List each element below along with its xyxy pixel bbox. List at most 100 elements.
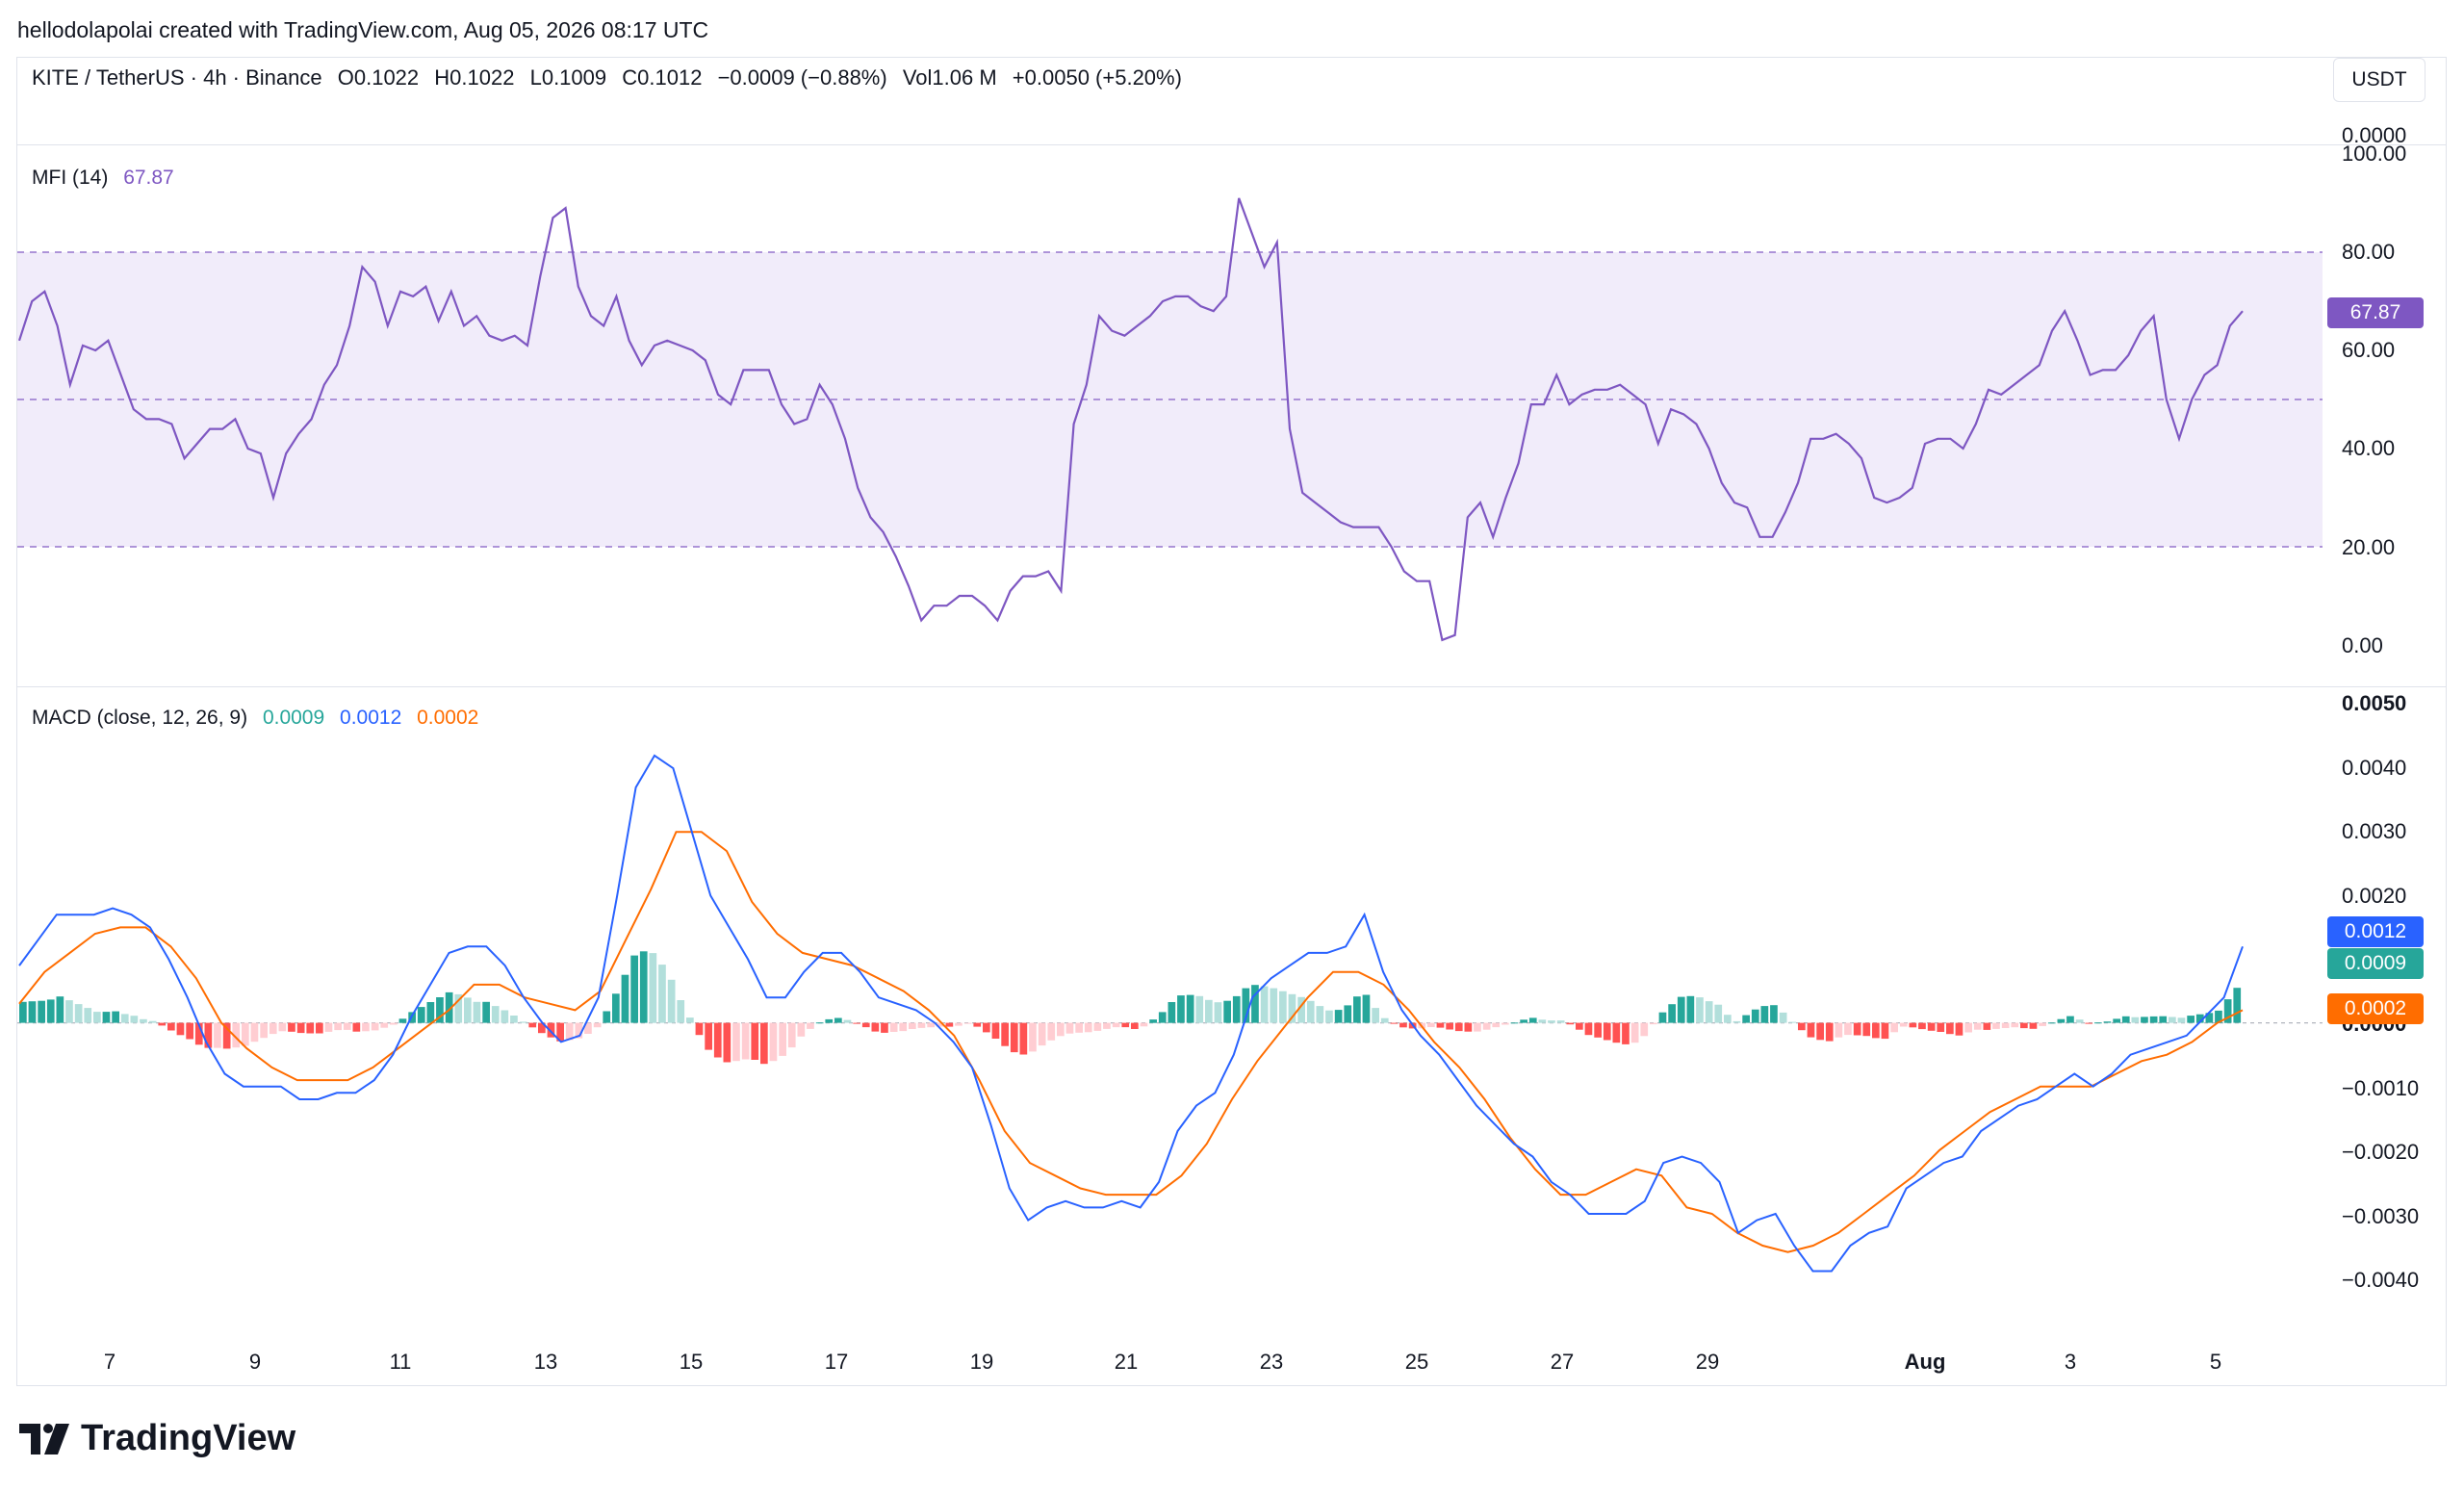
macd-hist-bar bbox=[1696, 997, 1704, 1023]
macd-hist-bar bbox=[390, 1022, 398, 1025]
macd-hist-bar bbox=[1168, 1002, 1176, 1023]
macd-hist-bar bbox=[1057, 1022, 1065, 1037]
mfi-axis-60: 60.00 bbox=[2342, 338, 2396, 362]
mfi-legend[interactable]: MFI (14) 67.87 bbox=[32, 167, 184, 190]
macd-hist-bar bbox=[519, 1021, 527, 1023]
macd-hist-bar bbox=[825, 1018, 834, 1023]
macd-hist-bar bbox=[1538, 1019, 1547, 1023]
pane-divider-macd[interactable] bbox=[17, 686, 2446, 687]
macd-hist-bar bbox=[250, 1022, 259, 1043]
mfi-value-tag: 67.87 bbox=[2327, 297, 2424, 328]
macd-hist-bar bbox=[343, 1022, 351, 1030]
macd-axis-m0010: −0.0010 bbox=[2342, 1076, 2420, 1100]
macd-hist-bar bbox=[2121, 1016, 2130, 1023]
macd-hist-bar bbox=[1890, 1022, 1898, 1033]
macd-axis-0040: 0.0040 bbox=[2342, 756, 2407, 780]
macd-hist-bar bbox=[1594, 1022, 1602, 1038]
macd-hist-bar bbox=[658, 965, 666, 1023]
macd-hist-bar bbox=[917, 1022, 926, 1028]
macd-hist-bar bbox=[695, 1022, 704, 1036]
macd-hist-bar bbox=[927, 1022, 935, 1028]
macd-hist-bar bbox=[1131, 1022, 1139, 1029]
date-label-27: 27 bbox=[1550, 1350, 1575, 1374]
macd-hist-bar bbox=[705, 1022, 712, 1050]
open-value: O0.1022 bbox=[337, 65, 420, 90]
macd-hist-bar bbox=[603, 1011, 611, 1023]
macd-hist-bar bbox=[102, 1012, 111, 1023]
macd-hist-bar bbox=[732, 1022, 740, 1062]
macd-hist-bar bbox=[2113, 1018, 2120, 1023]
macd-hist-bar bbox=[1464, 1022, 1473, 1032]
macd-hist-bar bbox=[1103, 1022, 1111, 1029]
macd-hist-bar bbox=[46, 999, 55, 1023]
macd-hist-bar bbox=[1899, 1022, 1908, 1027]
macd-hist-bar bbox=[649, 953, 657, 1023]
macd-hist-bar bbox=[1724, 1015, 1732, 1023]
macd-hist-bar bbox=[167, 1022, 175, 1031]
macd-axis-m0040: −0.0040 bbox=[2342, 1268, 2420, 1292]
symbol-title[interactable]: KITE / TetherUS · 4h · Binance bbox=[32, 65, 322, 90]
date-label-3: 3 bbox=[2064, 1350, 2077, 1374]
macd-hist-bar bbox=[2141, 1017, 2148, 1023]
macd-hist-bar bbox=[306, 1022, 315, 1034]
macd-hist-bar bbox=[1705, 1001, 1713, 1023]
macd-hist-bar bbox=[1668, 1004, 1676, 1023]
macd-hist-bar bbox=[1001, 1022, 1009, 1046]
macd-hist-bar bbox=[1047, 1022, 1056, 1041]
macd-hist-bar bbox=[1742, 1015, 1750, 1023]
macd-hist-bar bbox=[1492, 1022, 1501, 1028]
macd-hist-bar bbox=[723, 1022, 732, 1063]
macd-hist-bar bbox=[741, 1022, 750, 1060]
macd-hist-bar bbox=[881, 1022, 888, 1033]
macd-hist-bar bbox=[445, 991, 453, 1023]
macd-legend[interactable]: MACD (close, 12, 26, 9) 0.0009 0.0012 0.… bbox=[32, 707, 488, 730]
macd-hist-bar bbox=[1362, 994, 1371, 1023]
macd-hist-bar bbox=[1927, 1022, 1936, 1031]
macd-hist-bar bbox=[1353, 996, 1361, 1023]
macd-hist-bar bbox=[1502, 1022, 1509, 1025]
macd-hist-bar bbox=[1983, 1022, 1991, 1030]
macd-hist-bar bbox=[991, 1022, 1000, 1039]
pane-divider-mfi[interactable] bbox=[17, 144, 2446, 145]
macd-hist-bar bbox=[362, 1022, 370, 1032]
macd-hist-bar bbox=[807, 1022, 814, 1029]
macd-hist-bar bbox=[1334, 1010, 1343, 1023]
macd-hist-bar bbox=[186, 1022, 193, 1040]
macd-hist-bar bbox=[296, 1022, 305, 1034]
macd-hist-bar bbox=[889, 1022, 898, 1032]
macd-hist-bar bbox=[1779, 1012, 1787, 1023]
macd-hist-bar bbox=[1881, 1022, 1889, 1040]
macd-hist-bar bbox=[1306, 1000, 1315, 1023]
macd-hist-bar bbox=[2001, 1022, 2010, 1028]
macd-hist-bar bbox=[500, 1010, 509, 1023]
macd-hist-bar bbox=[269, 1022, 277, 1035]
macd-hist-bar bbox=[491, 1006, 500, 1023]
macd-hist-bar bbox=[2215, 1010, 2222, 1023]
macd-hist-bar bbox=[1019, 1022, 1028, 1055]
macd-hist-bar bbox=[1992, 1022, 2000, 1029]
macd-hist-bar bbox=[1576, 1022, 1583, 1030]
tradingview-logo[interactable]: TradingView bbox=[19, 1418, 295, 1459]
macd-hist-bar bbox=[547, 1022, 555, 1038]
macd-hist-bar bbox=[843, 1019, 852, 1023]
date-label-23: 23 bbox=[1259, 1350, 1284, 1374]
macd-hist-bar bbox=[1232, 995, 1241, 1023]
date-label-11: 11 bbox=[389, 1350, 412, 1374]
macd-hist-bar bbox=[214, 1022, 221, 1048]
macd-hist-bar bbox=[316, 1022, 323, 1034]
macd-hist-bar bbox=[556, 1022, 564, 1042]
macd-hist-bar bbox=[1093, 1022, 1102, 1031]
macd-hist-bar bbox=[176, 1022, 185, 1036]
currency-button[interactable]: USDT bbox=[2333, 58, 2426, 102]
macd-hist-bar bbox=[834, 1017, 842, 1023]
macd-hist-bar bbox=[436, 997, 444, 1023]
macd-hist-bar bbox=[1770, 1005, 1778, 1023]
macd-hist-bar bbox=[1844, 1022, 1852, 1036]
date-label-aug: Aug bbox=[1904, 1350, 1946, 1374]
macd-axis-0030: 0.0030 bbox=[2342, 819, 2407, 843]
macd-hist-bar bbox=[1964, 1022, 1972, 1033]
macd-hist-bar bbox=[1853, 1022, 1861, 1036]
macd-hist-bar bbox=[621, 974, 629, 1023]
macd-hist-bar bbox=[93, 1012, 101, 1023]
